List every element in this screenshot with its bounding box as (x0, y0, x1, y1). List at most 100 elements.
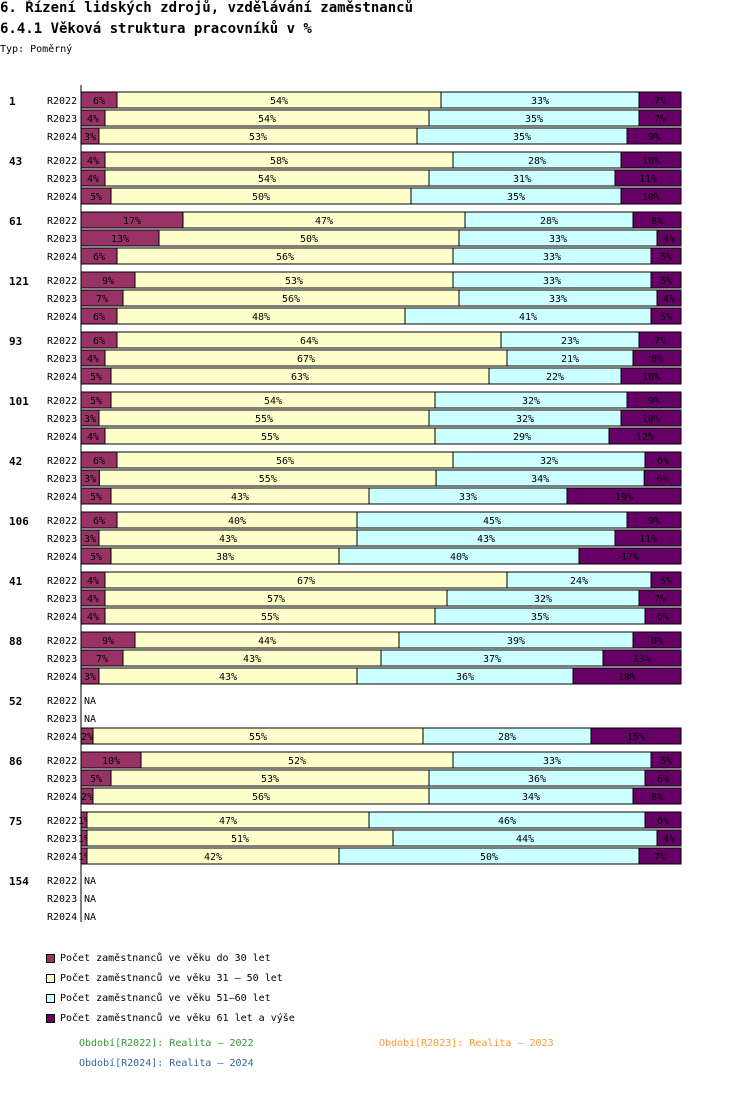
bar-value-label: 15% (627, 732, 645, 743)
period-label: R2022 (47, 336, 77, 347)
period-label: R2023 (47, 114, 77, 125)
period-label: R2024 (47, 492, 77, 503)
bar-segment (644, 769, 682, 787)
bar-value-label: 67% (297, 354, 315, 365)
bar-segment (614, 169, 682, 187)
bar-value-label: 53% (249, 132, 267, 143)
bar-value-label: 58% (270, 156, 288, 167)
bar-value-label: 13% (633, 654, 651, 665)
period-label: R2022 (47, 516, 77, 527)
group-label: 88 (9, 635, 22, 648)
bar-value-label: 48% (252, 312, 270, 323)
bar-segment (620, 367, 682, 385)
legend-swatch-31-50 (46, 973, 55, 983)
bar-value-label: 4% (87, 432, 99, 443)
bar-value-label: 19% (615, 492, 633, 503)
bar-value-label: 2% (81, 792, 93, 803)
period-label: R2024 (47, 912, 77, 923)
period-label: R2023 (47, 354, 77, 365)
bar-value-label: 50% (300, 234, 318, 245)
period-label: R2022 (47, 576, 77, 587)
period-label: R2022 (47, 816, 77, 827)
period-label: R2024 (47, 612, 77, 623)
bar-value-label: 3% (84, 132, 96, 143)
period-label: R2024 (47, 372, 77, 383)
legend-label-under-30: Počet zaměstnanců ve věku do 30 let (60, 953, 271, 964)
bar-value-label: 8% (651, 792, 663, 803)
group-label: 41 (9, 575, 23, 588)
bar-segment (590, 727, 682, 745)
bar-segment (578, 547, 682, 565)
bar-value-label: 67% (297, 576, 315, 587)
legend-item-51-60: Počet zaměstnanců ve věku 51–60 let (46, 993, 271, 1004)
bar-value-label: 51% (231, 834, 249, 845)
group-label: 154 (9, 875, 29, 888)
bar-value-label: 55% (249, 732, 267, 743)
bar-value-label: 32% (522, 396, 540, 407)
bar-value-label: 1% (78, 816, 90, 827)
period-label: R2022 (47, 396, 77, 407)
group-label: 52 (9, 695, 22, 708)
bar-segment (602, 649, 682, 667)
bar-value-label: 52% (288, 756, 306, 767)
group-label: 61 (9, 215, 23, 228)
bar-value-label: 36% (456, 672, 474, 683)
bar-value-label: 5% (90, 552, 102, 563)
bar-segment (644, 607, 682, 625)
period-label: R2024 (47, 252, 77, 263)
bar-value-label: 5% (660, 576, 672, 587)
bar-value-label: 22% (546, 372, 564, 383)
bar-value-label: 7% (654, 96, 666, 107)
bar-value-label: 54% (264, 396, 282, 407)
bar-segment (643, 469, 682, 487)
bar-value-label: 33% (549, 234, 567, 245)
period-label: R2023 (47, 234, 77, 245)
bar-segment (656, 289, 682, 307)
bar-segment (620, 187, 682, 205)
bar-value-label: 50% (252, 192, 270, 203)
bar-value-label: 5% (90, 192, 102, 203)
bar-value-label: 9% (648, 396, 660, 407)
period-label: R2022 (47, 156, 77, 167)
bar-value-label: 33% (543, 756, 561, 767)
legend-swatch-51-60 (46, 993, 55, 1003)
bar-segment (650, 307, 682, 325)
bar-value-label: 9% (648, 132, 660, 143)
bar-value-label: 55% (261, 612, 279, 623)
bar-value-label: 3% (84, 414, 96, 425)
group-label: 101 (9, 395, 29, 408)
bar-segment (644, 811, 682, 829)
group-label: 121 (9, 275, 29, 288)
bar-value-label: 43% (231, 492, 249, 503)
period-label: R2023 (47, 294, 77, 305)
bar-value-label: 41% (519, 312, 537, 323)
bar-value-label: 35% (525, 114, 543, 125)
period-legend-r2024: Období[R2024]: Realita – 2024 (79, 1058, 254, 1069)
period-label: R2023 (47, 174, 77, 185)
bar-value-label: 4% (663, 294, 675, 305)
bar-value-label: 33% (459, 492, 477, 503)
bar-value-label: 8% (651, 636, 663, 647)
bar-segment (656, 829, 682, 847)
bar-value-label: 47% (219, 816, 237, 827)
bar-value-label: 7% (654, 336, 666, 347)
period-label: R2023 (47, 414, 77, 425)
bar-value-label: 35% (513, 132, 531, 143)
bar-value-label: 6% (657, 816, 669, 827)
period-label: R2023 (47, 594, 77, 605)
period-label: R2024 (47, 132, 77, 143)
bar-value-label: 11% (639, 174, 657, 185)
bar-value-label: 54% (258, 174, 276, 185)
bar-segment (638, 331, 682, 349)
bar-value-label: 33% (531, 96, 549, 107)
period-label: R2024 (47, 852, 77, 863)
bar-value-label: 4% (663, 834, 675, 845)
bar-value-label: 44% (516, 834, 534, 845)
legend-label-over-61: Počet zaměstnanců ve věku 61 let a výše (60, 1013, 295, 1024)
period-label: R2022 (47, 756, 77, 767)
legend-swatch-over-61 (46, 1013, 55, 1023)
bar-value-label: 34% (522, 792, 540, 803)
bar-value-label: 4% (87, 354, 99, 365)
bar-segment (638, 847, 682, 865)
bar-value-label: 5% (90, 492, 102, 503)
